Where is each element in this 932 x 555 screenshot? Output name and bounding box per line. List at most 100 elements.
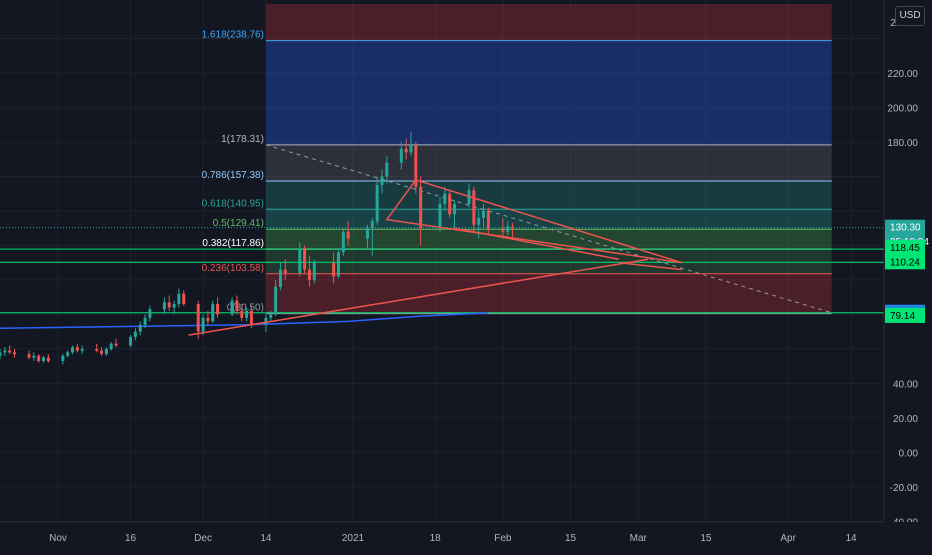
candle-body bbox=[235, 300, 239, 311]
fib-level-label: 0(80.50) bbox=[227, 303, 264, 314]
fib-zone bbox=[265, 229, 832, 250]
candle-body bbox=[477, 217, 481, 225]
candle-body bbox=[80, 348, 84, 351]
candle-body bbox=[37, 355, 41, 361]
x-tick-label: 14 bbox=[260, 533, 272, 544]
candle-body bbox=[443, 193, 447, 205]
candle-body bbox=[414, 145, 418, 187]
candle-body bbox=[399, 148, 403, 163]
candle-body bbox=[298, 248, 302, 274]
price-tag-label: 118.45 bbox=[890, 243, 920, 254]
x-tick-label: Apr bbox=[780, 533, 796, 544]
candle-body bbox=[501, 228, 505, 232]
candle-body bbox=[375, 185, 379, 222]
candle-body bbox=[438, 204, 442, 229]
candle-body bbox=[143, 317, 147, 325]
candle-body bbox=[409, 145, 413, 153]
candle-body bbox=[283, 269, 287, 274]
candle-body bbox=[365, 228, 369, 239]
candle-body bbox=[307, 269, 311, 280]
fib-level-label: 0.382(117.86) bbox=[202, 238, 264, 249]
candle-body bbox=[46, 357, 50, 361]
candle-body bbox=[245, 310, 249, 318]
price-tag-label: 130.30 bbox=[890, 223, 921, 234]
candle-body bbox=[240, 310, 244, 318]
candle-body bbox=[177, 293, 181, 305]
candle-body bbox=[249, 310, 253, 325]
candle-body bbox=[506, 226, 510, 232]
price-tag-label: 79.14 bbox=[890, 311, 915, 322]
candle-body bbox=[109, 343, 113, 349]
currency-button[interactable]: USD bbox=[895, 6, 925, 26]
fib-level-label: 1(178.31) bbox=[221, 134, 264, 145]
x-tick-label: 2021 bbox=[342, 533, 365, 544]
fib-zone bbox=[265, 40, 832, 145]
triangle-pattern bbox=[385, 179, 682, 264]
x-tick-label: 14 bbox=[845, 533, 857, 544]
candle-body bbox=[114, 343, 118, 346]
candle-body bbox=[404, 148, 408, 153]
candle-body bbox=[453, 204, 457, 215]
y-tick-label: 2 bbox=[890, 18, 896, 29]
candle-body bbox=[27, 354, 31, 358]
price-tag bbox=[885, 254, 925, 270]
candle-body bbox=[100, 350, 104, 355]
x-tick-label: 15 bbox=[700, 533, 712, 544]
candle-body bbox=[230, 300, 234, 315]
x-tick-label: Feb bbox=[494, 533, 512, 544]
x-tick-label: Mar bbox=[630, 533, 648, 544]
y-tick-label: -20.00 bbox=[890, 483, 919, 494]
candle-body bbox=[269, 314, 273, 318]
candle-body bbox=[336, 252, 340, 277]
y-tick-label: 200.00 bbox=[887, 103, 918, 114]
fib-level-label: 0.5(129.41) bbox=[213, 218, 264, 229]
candle-body bbox=[332, 262, 336, 277]
candle-body bbox=[278, 269, 282, 287]
candle-body bbox=[167, 302, 171, 308]
y-tick-label: 40.00 bbox=[893, 379, 918, 390]
candle-body bbox=[370, 221, 374, 229]
y-tick-label: 20.00 bbox=[893, 414, 918, 425]
candle-body bbox=[95, 348, 99, 351]
candle-body bbox=[71, 347, 75, 353]
candle-body bbox=[448, 193, 452, 215]
candle-body bbox=[201, 317, 205, 332]
candle-body bbox=[274, 286, 278, 315]
fib-level-label: 0.618(140.95) bbox=[202, 198, 264, 209]
fib-level-label: 0.786(157.38) bbox=[202, 170, 264, 181]
dashed-trend-line bbox=[265, 144, 832, 314]
fib-zone bbox=[265, 249, 832, 274]
candle-body bbox=[341, 231, 345, 253]
price-tag bbox=[885, 219, 925, 235]
candle-body bbox=[206, 317, 210, 322]
candle-body bbox=[312, 262, 316, 280]
price-tag bbox=[885, 240, 925, 256]
candle-body bbox=[472, 190, 476, 225]
x-tick-label: 15 bbox=[565, 533, 577, 544]
candle-body bbox=[162, 302, 166, 310]
candle-body bbox=[385, 162, 389, 177]
candle-body bbox=[148, 309, 152, 318]
fib-zone-top bbox=[265, 4, 832, 41]
candle-body bbox=[182, 293, 186, 305]
x-tick-label: Nov bbox=[49, 533, 67, 544]
candle-body bbox=[211, 304, 215, 322]
candle-body bbox=[511, 226, 515, 228]
x-tick-label: 18 bbox=[430, 533, 442, 544]
x-tick-label: Dec bbox=[194, 533, 212, 544]
candle-body bbox=[75, 347, 79, 351]
candle-body bbox=[61, 355, 65, 361]
candle-body bbox=[13, 352, 17, 355]
candle-body bbox=[216, 304, 220, 315]
y-tick-label: 180.00 bbox=[887, 138, 918, 149]
candle-body bbox=[133, 331, 137, 337]
fib-zone bbox=[265, 180, 832, 210]
time-axis-bg bbox=[0, 522, 932, 550]
candle-body bbox=[0, 352, 2, 356]
y-tick-label: 0.00 bbox=[899, 448, 919, 459]
candle-body bbox=[138, 324, 142, 332]
candle-body bbox=[129, 336, 133, 346]
candle-body bbox=[482, 210, 486, 218]
